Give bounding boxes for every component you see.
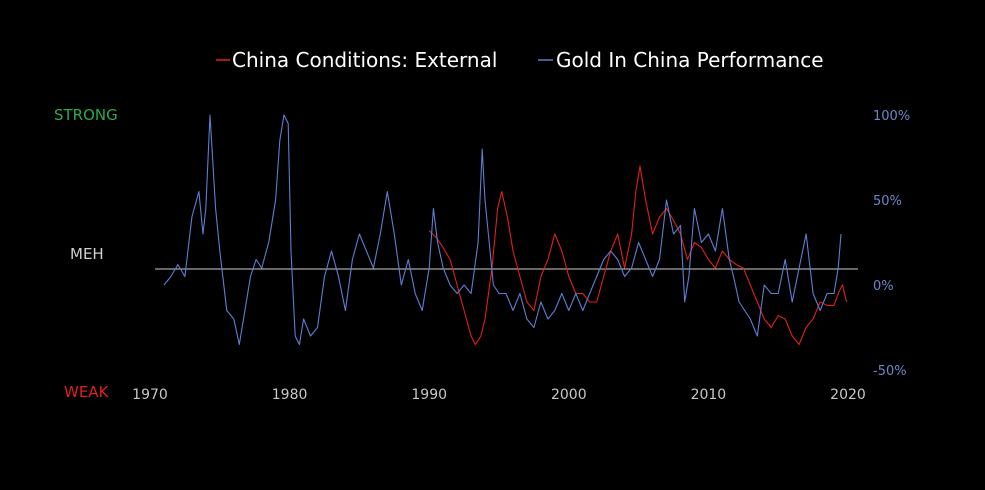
legend: China Conditions: External Gold In China… [216, 48, 824, 72]
x-tick-label: 2010 [691, 387, 727, 403]
meh-label: MEH [70, 245, 104, 263]
y-tick-label: 100% [873, 109, 910, 124]
series-group [163, 114, 848, 346]
legend-label-gold-in-china: Gold In China Performance [556, 48, 824, 72]
strong-label: STRONG [54, 106, 118, 124]
x-tick-label: 1990 [411, 387, 447, 403]
y-axis-right: 100% 50% 0% -50% [873, 109, 910, 379]
legend-label-china-conditions: China Conditions: External [232, 48, 497, 72]
y-tick-label: -50% [873, 364, 907, 379]
x-tick-label: 1970 [132, 387, 168, 403]
x-tick-label: 1980 [272, 387, 308, 403]
series-line-china-conditions [428, 165, 848, 346]
legend-item-gold-in-china: Gold In China Performance [538, 48, 824, 72]
series-line-gold-in-china [163, 114, 842, 346]
x-axis: 1970 1980 1990 2000 2010 2020 [132, 387, 866, 403]
y-tick-label: 0% [873, 279, 894, 294]
y-tick-label: 50% [873, 194, 902, 209]
x-tick-label: 2020 [830, 387, 866, 403]
weak-label: WEAK [64, 383, 110, 401]
x-tick-label: 2000 [551, 387, 587, 403]
legend-item-china-conditions: China Conditions: External [216, 48, 497, 72]
